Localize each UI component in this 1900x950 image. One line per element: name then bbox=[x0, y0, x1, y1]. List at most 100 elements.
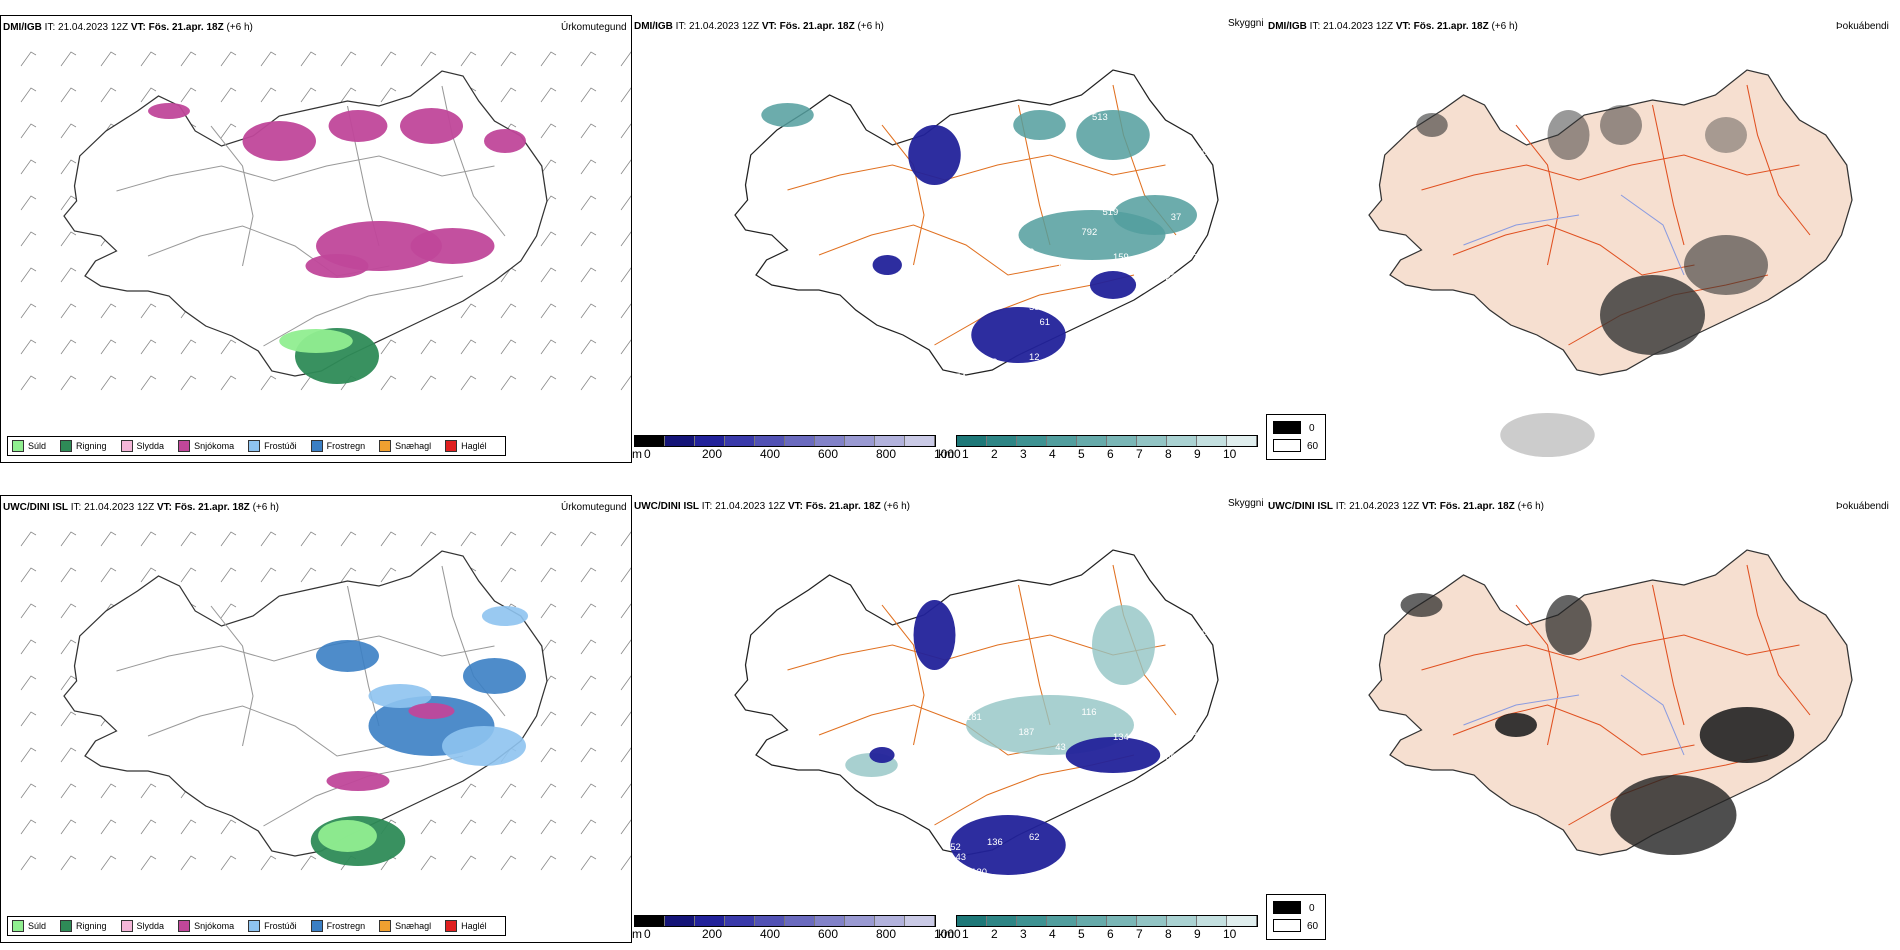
wind-barb bbox=[60, 267, 77, 283]
visibility-value-label: 62 bbox=[1029, 832, 1040, 842]
visibility-value-label: 136 bbox=[987, 837, 1003, 847]
wind-barb bbox=[260, 375, 277, 391]
wind-barb bbox=[620, 231, 631, 247]
scale-tick-km: 1 bbox=[962, 927, 969, 941]
wind-barb bbox=[140, 783, 157, 799]
road-line bbox=[210, 125, 254, 267]
wind-barb bbox=[20, 711, 37, 727]
visibility-value-label: 227 bbox=[1055, 262, 1071, 272]
visibility-value-label: 101 bbox=[1103, 337, 1119, 347]
wind-barb bbox=[60, 339, 77, 355]
wind-barb bbox=[580, 51, 597, 67]
legend-label: Snjókoma bbox=[194, 441, 235, 451]
visibility-value-label: 181 bbox=[966, 712, 982, 722]
wind-barb bbox=[580, 87, 597, 103]
wind-barb bbox=[20, 123, 37, 139]
fog-area bbox=[1600, 275, 1705, 355]
panel-fog-index-dmi: DMI/IGB IT: 21.04.2023 12Z VT: Fös. 21.a… bbox=[1266, 15, 1900, 463]
visibility-value-label: 13 bbox=[987, 182, 998, 192]
precip-area-freezing-drizzle bbox=[368, 684, 432, 708]
road-line bbox=[1651, 584, 1685, 726]
wind-barb bbox=[540, 567, 557, 583]
wind-barb bbox=[540, 639, 557, 655]
wind-barb bbox=[540, 123, 557, 139]
wind-barb bbox=[380, 51, 397, 67]
visibility-value-label: 42 bbox=[998, 647, 1009, 657]
wind-barb bbox=[60, 603, 77, 619]
panel-visibility-dmi: DMI/IGB IT: 21.04.2023 12Z VT: Fös. 21.a… bbox=[632, 15, 1266, 463]
wind-barb bbox=[140, 51, 157, 67]
legend-label: Frostúði bbox=[264, 921, 297, 931]
wind-barb bbox=[580, 159, 597, 175]
legend-item: Frostregn bbox=[310, 440, 365, 452]
wind-barb bbox=[540, 855, 557, 871]
wind-barb bbox=[260, 87, 277, 103]
scale-tick-km: 9 bbox=[1194, 447, 1201, 461]
wind-barb bbox=[180, 375, 197, 391]
wind-barb bbox=[540, 267, 557, 283]
wind-barb bbox=[620, 711, 631, 727]
wind-barb bbox=[60, 711, 77, 727]
visibility-area-km bbox=[1013, 110, 1066, 140]
field-name: Skyggni bbox=[1228, 498, 1264, 509]
precip-area-drizzle bbox=[279, 329, 353, 353]
wind-barb bbox=[460, 531, 477, 547]
wind-barb bbox=[140, 855, 157, 871]
precip-area-snow bbox=[148, 103, 190, 119]
wind-barb bbox=[140, 819, 157, 835]
wind-barb bbox=[500, 303, 517, 319]
panel-precip-type-dmi: DMI/IGB IT: 21.04.2023 12Z VT: Fös. 21.a… bbox=[0, 15, 632, 463]
wind-barb bbox=[580, 747, 597, 763]
legend-swatch bbox=[310, 440, 323, 452]
wind-barb bbox=[620, 87, 631, 103]
scale-tick-km: 2 bbox=[991, 927, 998, 941]
wind-barb bbox=[460, 375, 477, 391]
visibility-value-label: 111 bbox=[998, 167, 1012, 177]
wind-barb bbox=[420, 531, 437, 547]
wind-barb bbox=[300, 855, 317, 871]
visibility-value-label: 10 bbox=[1197, 627, 1208, 637]
road-line bbox=[1421, 634, 1800, 671]
wind-barb bbox=[140, 87, 157, 103]
scale-unit-m: m bbox=[632, 927, 642, 941]
wind-barb bbox=[20, 783, 37, 799]
precip-type-legend: Súld Rigning Slydda Snjókoma Frostúði Frostre… bbox=[7, 916, 506, 936]
wind-barb bbox=[100, 567, 117, 583]
legend-swatch bbox=[12, 920, 24, 932]
wind-barb bbox=[260, 855, 277, 871]
legend-label: Haglél bbox=[461, 441, 487, 451]
wind-barb bbox=[60, 231, 77, 247]
visibility-scale-km bbox=[956, 435, 1258, 447]
precip-area-freezing-rain bbox=[462, 658, 526, 694]
precip-area-freezing-rain bbox=[316, 640, 379, 672]
road-line bbox=[263, 275, 464, 347]
wind-barb bbox=[100, 783, 117, 799]
road-line bbox=[787, 154, 1166, 191]
visibility-value-label: 130 bbox=[971, 867, 987, 877]
wind-barb bbox=[580, 267, 597, 283]
wind-barb bbox=[20, 195, 37, 211]
visibility-value-label: 153 bbox=[966, 232, 982, 242]
fog-area bbox=[1495, 713, 1537, 737]
wind-barb bbox=[260, 531, 277, 547]
scale-tick-m: 0 bbox=[644, 447, 651, 461]
fog-area bbox=[1547, 110, 1590, 160]
wind-barb bbox=[500, 51, 517, 67]
wind-barb bbox=[20, 603, 37, 619]
visibility-value-label: 81 bbox=[1040, 797, 1051, 807]
wind-barb bbox=[620, 747, 631, 763]
wind-barb bbox=[60, 675, 77, 691]
wind-barb bbox=[460, 855, 477, 871]
wind-barb bbox=[20, 339, 37, 355]
wind-barb bbox=[500, 567, 517, 583]
legend-item: Súld bbox=[12, 920, 46, 932]
visibility-area-m bbox=[869, 747, 895, 763]
wind-barb bbox=[580, 231, 597, 247]
wind-barb bbox=[100, 303, 117, 319]
legend-label: Súld bbox=[28, 441, 47, 451]
visibility-value-label: 37 bbox=[1171, 212, 1182, 222]
visibility-value-label: 50 bbox=[1166, 752, 1177, 762]
wind-barb bbox=[220, 51, 237, 67]
fog-legend: 0 60 bbox=[1266, 414, 1326, 460]
precip-area-snow bbox=[326, 771, 390, 791]
